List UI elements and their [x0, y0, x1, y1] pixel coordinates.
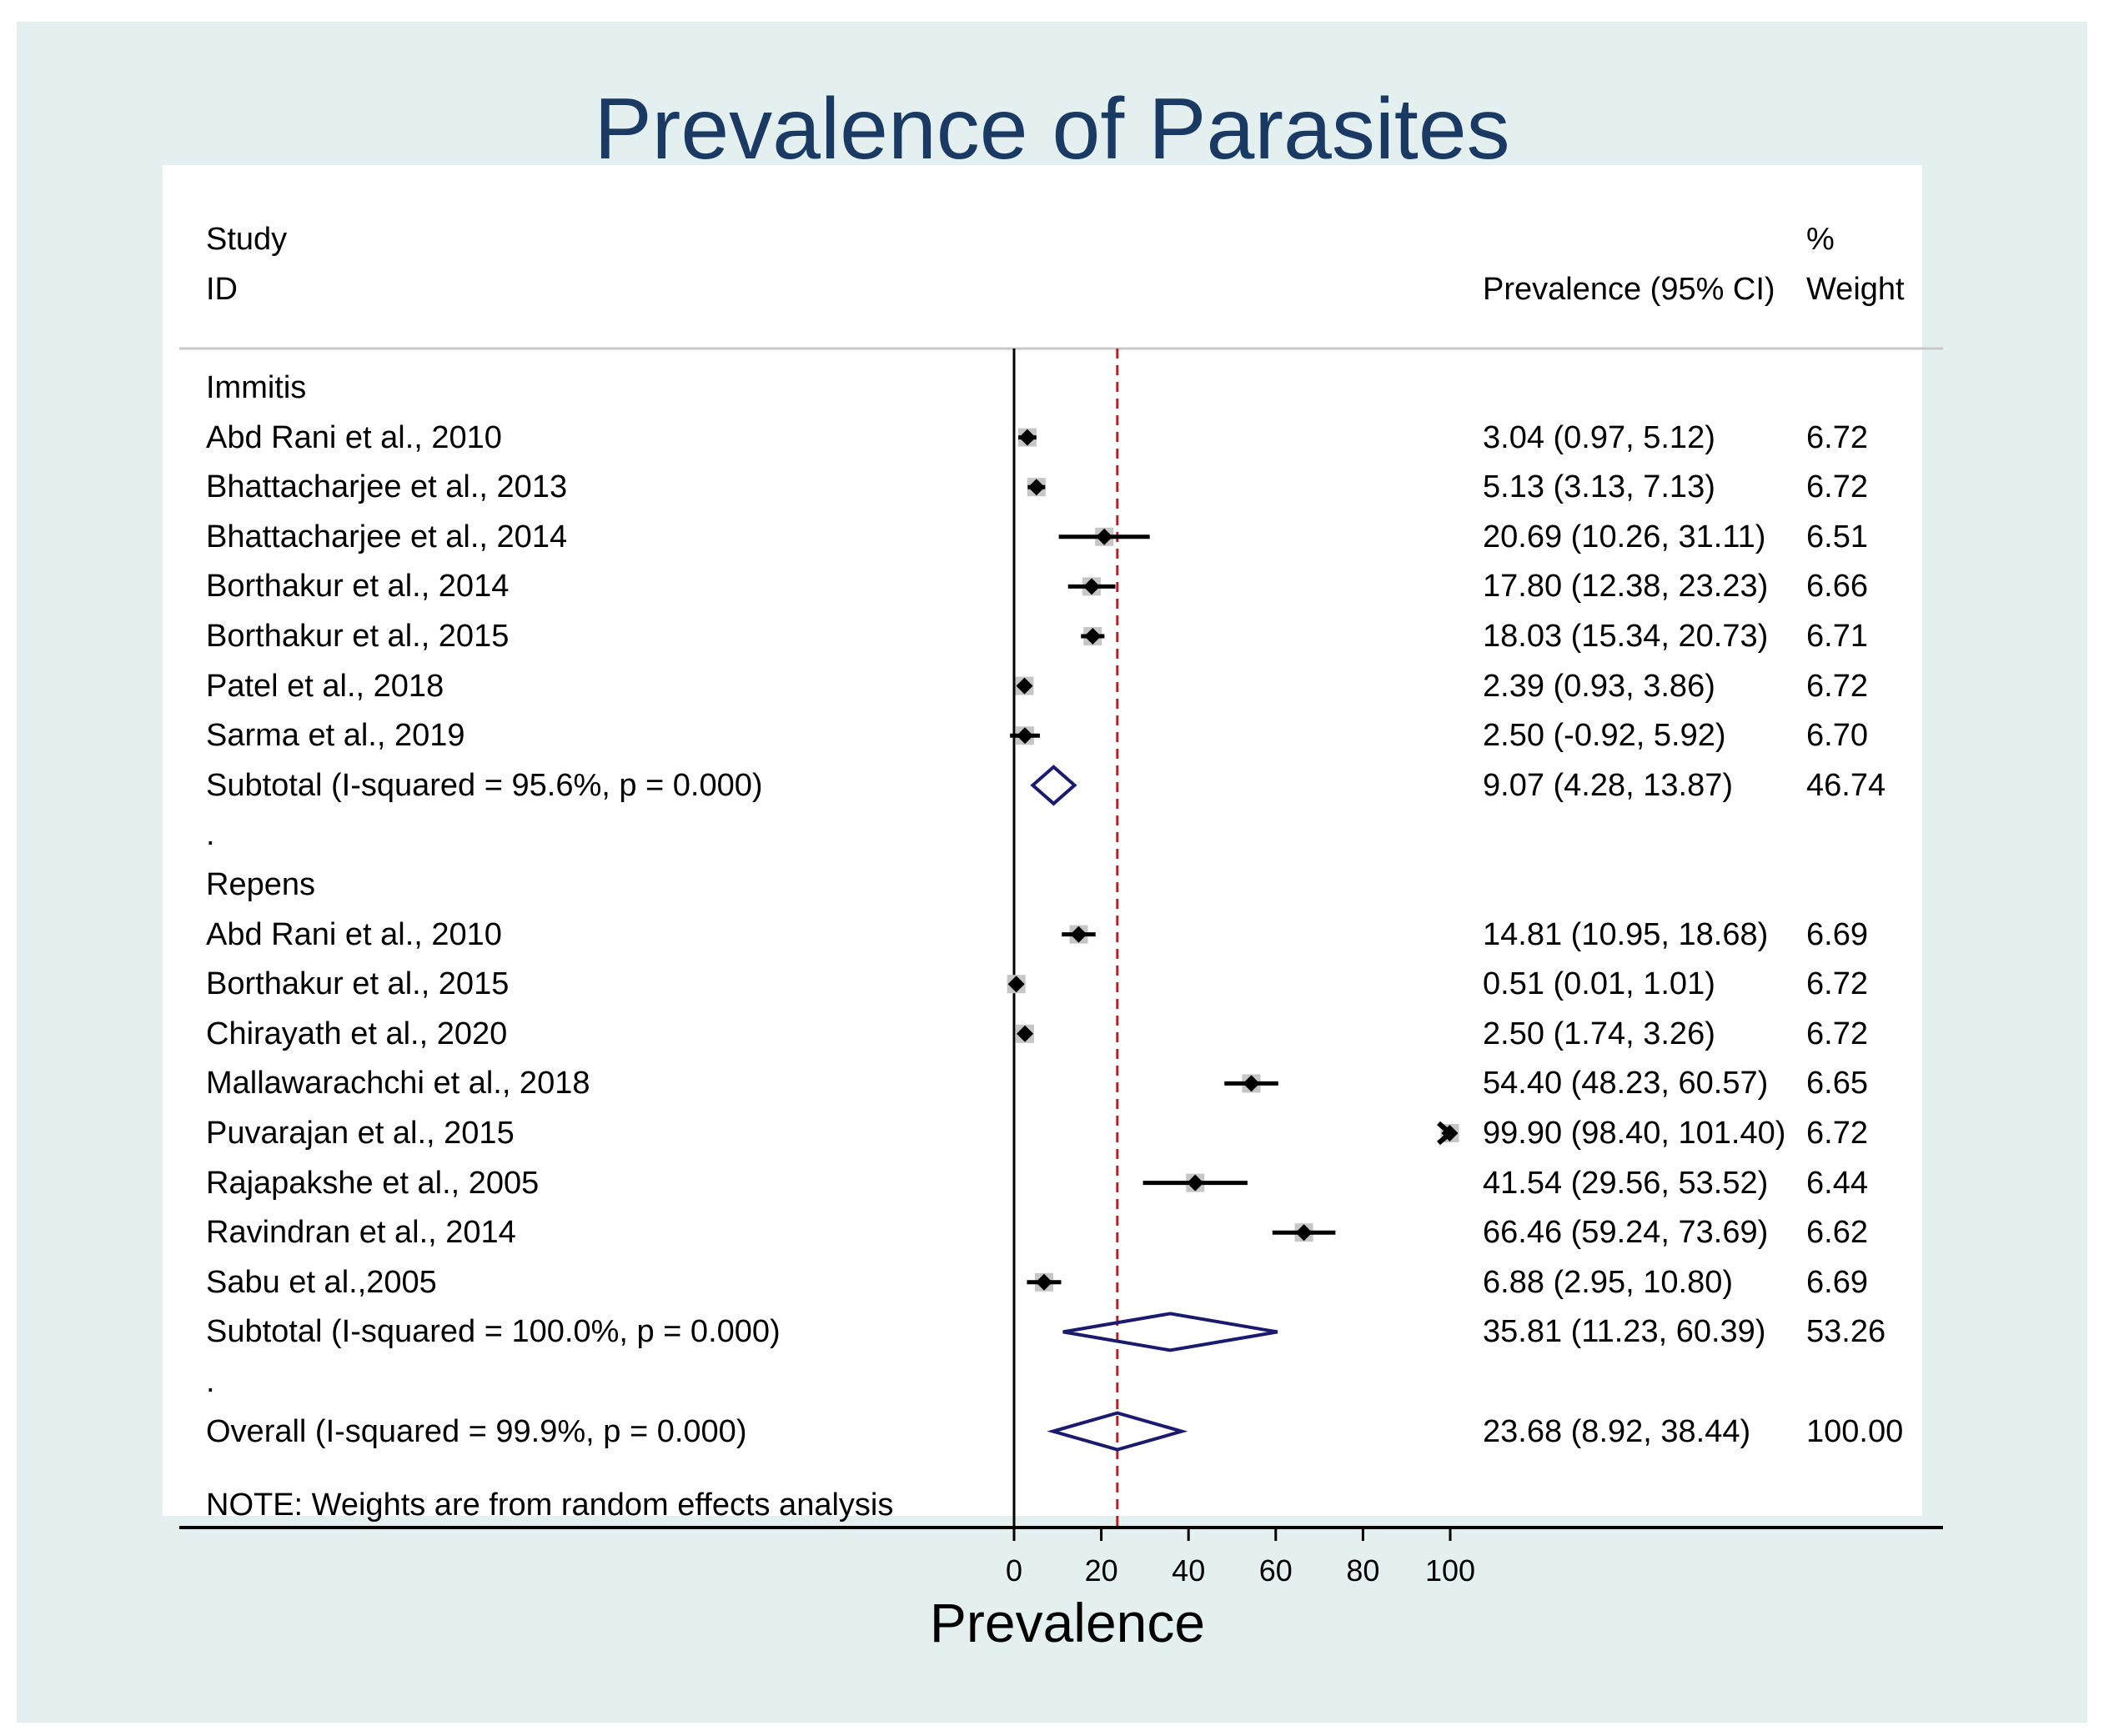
study-weight-text: 6.51 — [1806, 519, 1868, 554]
study-ci-text: 17.80 (12.38, 23.23) — [1483, 569, 1769, 605]
subtotal-diamond — [1030, 765, 1077, 806]
study-ci-text: 14.81 (10.95, 18.68) — [1483, 916, 1769, 952]
study-weight-text: 6.69 — [1806, 1264, 1868, 1300]
point-estimate — [1083, 578, 1101, 595]
subtotal-weight-text: 53.26 — [1806, 1314, 1886, 1350]
point-estimate — [1187, 1174, 1204, 1192]
study-weight-text: 6.62 — [1806, 1215, 1868, 1251]
study-weight-text: 6.72 — [1806, 469, 1868, 505]
study-weight-text: 6.72 — [1806, 1016, 1868, 1051]
study-ci-text: 2.50 (-0.92, 5.92) — [1483, 718, 1726, 754]
header-study: Study — [206, 222, 288, 257]
subtotal-ci-text: 35.81 (11.23, 60.39) — [1483, 1314, 1766, 1350]
point-estimate — [1243, 1075, 1260, 1092]
study-ci-text: 2.50 (1.74, 3.26) — [1483, 1016, 1715, 1051]
study-weight-text: 6.72 — [1806, 966, 1868, 1002]
study-ci-text: 66.46 (59.24, 73.69) — [1483, 1215, 1769, 1251]
study-row-label: Ravindran et al., 2014 — [206, 1215, 516, 1251]
x-tick-label: 100 — [1425, 1553, 1475, 1588]
study-row-label: Bhattacharjee et al., 2013 — [206, 469, 568, 505]
point-estimate — [1027, 479, 1045, 496]
header-percent: % — [1806, 222, 1835, 257]
header-id: ID — [206, 272, 238, 307]
study-ci-text: 6.88 (2.95, 10.80) — [1483, 1264, 1733, 1300]
point-estimate — [1096, 528, 1113, 545]
point-estimate — [1017, 1025, 1034, 1042]
spacer-row-label: . — [206, 817, 215, 853]
study-row-label: Patel et al., 2018 — [206, 668, 444, 704]
overall-ci-text: 23.68 (8.92, 38.44) — [1483, 1413, 1751, 1449]
point-estimate — [1007, 976, 1025, 993]
study-weight-text: 6.72 — [1806, 419, 1868, 455]
chart-title: Prevalence of Parasites — [594, 81, 1510, 178]
study-row-label: Borthakur et al., 2015 — [206, 966, 510, 1002]
study-row-label: Mallawarachchi et al., 2018 — [206, 1066, 590, 1101]
study-row-label: Sarma et al., 2019 — [206, 718, 465, 754]
study-ci-text: 2.39 (0.93, 3.86) — [1483, 668, 1715, 704]
subtotal-row-label: Subtotal (I-squared = 95.6%, p = 0.000) — [206, 767, 763, 803]
subtotal-ci-text: 9.07 (4.28, 13.87) — [1483, 767, 1733, 803]
study-ci-text: 20.69 (10.26, 31.11) — [1483, 519, 1766, 554]
study-ci-text: 0.51 (0.01, 1.01) — [1483, 966, 1715, 1002]
point-estimate — [1018, 429, 1036, 446]
study-ci-text: 3.04 (0.97, 5.12) — [1483, 419, 1715, 455]
group-row-label: Immitis — [206, 370, 307, 405]
study-ci-text: 54.40 (48.23, 60.57) — [1483, 1066, 1769, 1101]
study-row-label: Puvarajan et al., 2015 — [206, 1116, 515, 1151]
subtotal-diamond — [1062, 1312, 1278, 1352]
study-weight-text: 6.72 — [1806, 668, 1868, 704]
study-row-label: Abd Rani et al., 2010 — [206, 916, 502, 952]
point-estimate — [1295, 1224, 1313, 1242]
spacer-row-label: . — [206, 1364, 215, 1399]
x-tick-label: 40 — [1172, 1553, 1205, 1588]
study-row-label: Abd Rani et al., 2010 — [206, 419, 502, 455]
point-estimate — [1084, 628, 1102, 645]
note-text: NOTE: Weights are from random effects an… — [206, 1488, 894, 1523]
study-ci-text: 99.90 (98.40, 101.40) — [1483, 1116, 1786, 1151]
study-row-label: Bhattacharjee et al., 2014 — [206, 519, 568, 554]
study-ci-text: 18.03 (15.34, 20.73) — [1483, 619, 1769, 654]
header-weight: Weight — [1806, 272, 1905, 307]
overall-weight-text: 100.00 — [1806, 1413, 1904, 1449]
study-row-label: Sabu et al.,2005 — [206, 1264, 437, 1300]
point-estimate — [1035, 1273, 1052, 1291]
study-row-label: Chirayath et al., 2020 — [206, 1016, 508, 1051]
subtotal-weight-text: 46.74 — [1806, 767, 1886, 803]
study-ci-text: 5.13 (3.13, 7.13) — [1483, 469, 1715, 505]
x-tick-label: 0 — [1006, 1553, 1022, 1588]
x-tick-label: 60 — [1259, 1553, 1293, 1588]
study-weight-text: 6.72 — [1806, 1116, 1868, 1151]
study-weight-text: 6.66 — [1806, 569, 1868, 605]
point-estimate — [1441, 1125, 1459, 1141]
study-row-label: Borthakur et al., 2015 — [206, 619, 510, 654]
point-estimate — [1070, 926, 1087, 943]
study-weight-text: 6.69 — [1806, 916, 1868, 952]
header-estimate: Prevalence (95% CI) — [1483, 272, 1775, 307]
study-row-label: Rajapakshe et al., 2005 — [206, 1165, 540, 1201]
x-tick-label: 20 — [1085, 1553, 1118, 1588]
x-tick-label: 80 — [1346, 1553, 1379, 1588]
study-row-label: Borthakur et al., 2014 — [206, 569, 510, 605]
study-weight-text: 6.71 — [1806, 619, 1868, 654]
group-row-label: Repens — [206, 867, 315, 902]
study-weight-text: 6.70 — [1806, 718, 1868, 754]
study-weight-text: 6.44 — [1806, 1165, 1868, 1201]
overall-row-label: Overall (I-squared = 99.9%, p = 0.000) — [206, 1413, 747, 1449]
subtotal-row-label: Subtotal (I-squared = 100.0%, p = 0.000) — [206, 1314, 781, 1350]
point-estimate — [1016, 677, 1033, 695]
x-axis-label: Prevalence — [929, 1592, 1206, 1653]
overall-diamond — [1047, 1411, 1188, 1452]
study-ci-text: 41.54 (29.56, 53.52) — [1483, 1165, 1769, 1201]
point-estimate — [1017, 727, 1034, 745]
study-weight-text: 6.65 — [1806, 1066, 1868, 1101]
